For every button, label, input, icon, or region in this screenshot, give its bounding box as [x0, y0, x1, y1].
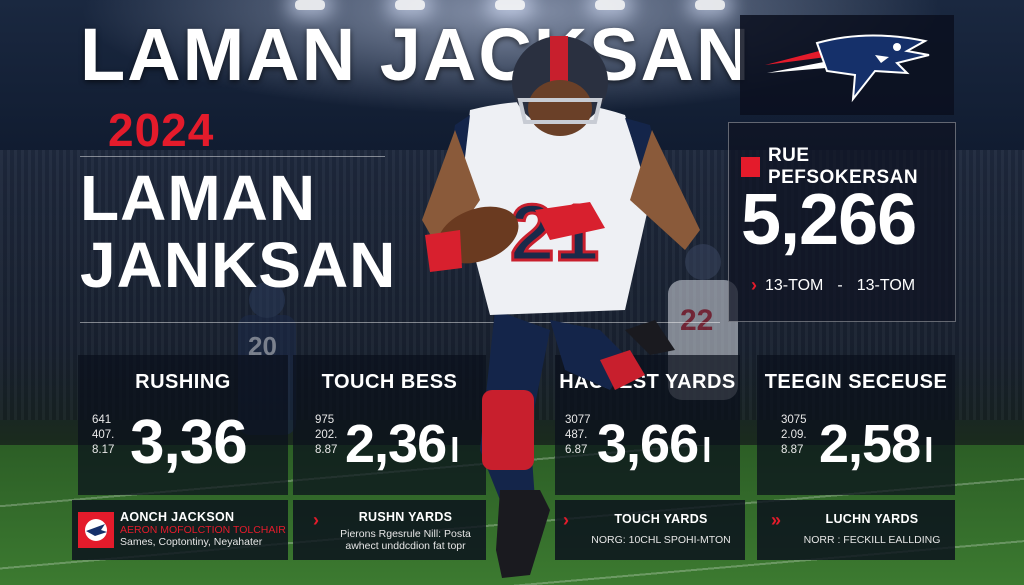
double-chevron-right-icon: »: [771, 510, 782, 530]
patriot-flying-logo-icon: [765, 34, 930, 103]
stat-card-mini-values: 3077 487. 6.87: [565, 413, 591, 458]
bottom-profile-line1: AERON MOFOLCTION TOLCHAIR: [120, 524, 286, 536]
performance-panel: RUE PEFSOKERSAN 5,266 › 13-TOM - 13-TOM: [728, 122, 956, 322]
stat-card-value: 2,58 l: [819, 413, 934, 475]
bottom-card-rushing-yards: › RUSHN YARDS Pierons Rgesrule Nill: Pos…: [293, 500, 486, 560]
bottom-card-lunch-yards: » LUCHN YARDS NORR : FECKILL EALLDING: [757, 500, 955, 560]
player-first-name: LAMAN: [80, 162, 317, 234]
player-illustration: 21: [422, 36, 700, 578]
stat-card-label: TEEGIN SECEUSE: [764, 371, 948, 393]
mini-value: 8.87: [781, 444, 804, 456]
bottom-rushing-line2: awhect unddcdion fat topr: [345, 540, 466, 552]
bottom-card-touch-yards: › TOUCH YARDS NORG: 10CHL SPOHI-MTON: [555, 500, 745, 560]
stat-card-value: 3,66 l: [597, 413, 712, 475]
player-name-stack: LAMAN JANKSAN: [80, 162, 397, 302]
range-separator: -: [837, 276, 843, 294]
mini-value: 487.: [565, 429, 588, 441]
stat-value-suffix: l: [450, 432, 460, 470]
chevron-right-icon: ›: [313, 510, 319, 530]
stat-card-mini-values: 641 407. 8.17: [92, 413, 114, 458]
mini-value: 975: [315, 414, 335, 426]
performance-range: › 13-TOM - 13-TOM: [751, 275, 915, 296]
performance-header: RUE PEFSOKERSAN: [741, 145, 955, 189]
performance-label: RUE PEFSOKERSAN: [767, 145, 919, 188]
mini-value: 2.09.: [781, 429, 807, 441]
bottom-profile-title: AONCH JACKSON: [120, 510, 235, 524]
stat-value-suffix: l: [702, 432, 712, 470]
mini-value: 202.: [315, 429, 338, 441]
chevron-right-icon: ›: [751, 275, 757, 295]
range-from: 13-TOM: [765, 276, 824, 294]
stat-card-label: TOUCH BESS: [321, 371, 458, 393]
stat-value-suffix: l: [924, 432, 934, 470]
bottom-lunch-title: LUCHN YARDS: [825, 512, 919, 526]
mini-value: 6.87: [565, 444, 588, 456]
bottom-lunch-line1: NORR : FECKILL EALLDING: [803, 534, 941, 546]
stadium-lights: [260, 0, 760, 30]
name-divider: [80, 322, 720, 323]
stat-card-value: 3,36: [130, 408, 248, 477]
bg-jersey-number-22: 22: [680, 304, 713, 337]
stat-value-number: 2,58: [819, 414, 921, 474]
mini-value: 407.: [92, 429, 115, 441]
patriot-mini-logo-icon: [85, 519, 107, 541]
player-last-name: JANKSAN: [80, 229, 397, 302]
bottom-rushing-title: RUSHN YARDS: [358, 510, 453, 524]
mini-value: 8.17: [92, 444, 115, 456]
mini-value: 8.87: [315, 444, 338, 456]
mini-value: 3077: [565, 414, 591, 426]
red-square-icon: [741, 157, 760, 177]
stat-card-touch: TOUCH BESS 975 202. 8.87 2,36 l: [293, 355, 486, 495]
team-badge-icon: [78, 512, 114, 548]
stat-card-rushing: RUSHING 641 407. 8.17 3,36: [78, 355, 288, 495]
bottom-touch-line1: NORG: 10CHL SPOHI-MTON: [591, 534, 731, 546]
chevron-right-icon: ›: [563, 510, 569, 530]
mini-value: 3075: [781, 414, 807, 426]
headline-title: LAMAN JACKSAN: [80, 13, 752, 96]
title-divider: [80, 156, 385, 157]
range-to: 13-TOM: [856, 276, 916, 294]
stat-value-number: 2,36: [345, 414, 447, 474]
stat-card-mini-values: 975 202. 8.87: [315, 413, 337, 458]
stat-card-label: RUSHING: [135, 371, 231, 393]
bottom-touch-title: TOUCH YARDS: [614, 512, 708, 526]
stat-value-number: 3,66: [597, 414, 699, 474]
performance-value: 5,266: [741, 180, 917, 260]
bottom-rushing-line1: Pierons Rgesrule Nill: Posta: [340, 528, 471, 540]
bottom-profile-line2: Sames, Coptontiny, Neyahater: [120, 536, 263, 548]
mini-value: 641: [92, 414, 112, 426]
team-logo-panel: [740, 15, 954, 115]
stat-card-value: 2,36 l: [345, 413, 460, 475]
stat-card-mini-values: 3075 2.09. 8.87: [781, 413, 807, 458]
stat-card-teegin: TEEGIN SECEUSE 3075 2.09. 8.87 2,58 l: [757, 355, 955, 495]
season-year: 2024: [108, 104, 215, 156]
bottom-card-profile: AONCH JACKSON AERON MOFOLCTION TOLCHAIR …: [72, 500, 288, 560]
